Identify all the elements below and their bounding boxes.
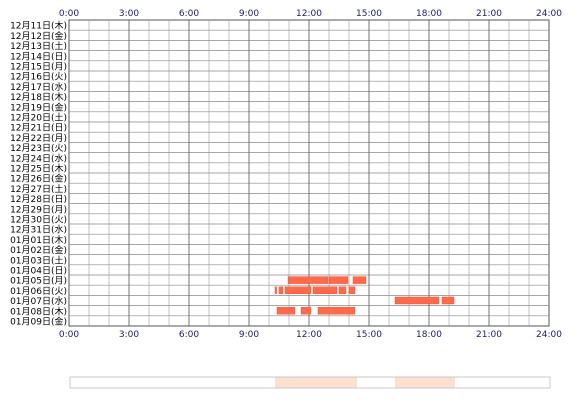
activity-bar <box>284 286 312 294</box>
x-tick-label-bottom: 0:00 <box>59 330 79 340</box>
activity-bar <box>274 286 277 294</box>
row-label: 12月31日(水) <box>10 224 67 236</box>
row-label: 01月05日(月) <box>10 276 67 287</box>
row-label: 12月19日(金) <box>10 101 67 113</box>
bottom-axis-ticks: 0:00 3:00 6:00 9:00 12:00 15:00 18:00 21:00 24:0… <box>59 330 562 340</box>
row-label: 12月21日(日) <box>10 123 67 134</box>
x-tick-label-bottom: 18:00 <box>416 330 442 340</box>
row-label: 01月03日(土) <box>10 254 67 266</box>
row-label: 12月30日(火) <box>10 215 67 226</box>
top-axis-ticks: 0:00 3:00 6:00 9:00 12:00 15:00 18:00 21:00 24:0… <box>59 9 562 19</box>
x-tick-label-top: 6:00 <box>179 9 199 19</box>
row-label: 01月02日(金) <box>10 244 67 256</box>
activity-bars <box>274 276 455 315</box>
row-label: 12月16日(火) <box>10 72 67 83</box>
summary-bar <box>275 377 357 388</box>
activity-bar <box>287 276 329 284</box>
row-label: 12月24日(水) <box>10 152 67 164</box>
row-label: 12月26日(金) <box>10 173 67 185</box>
row-label: 01月09日(金) <box>10 316 67 328</box>
x-tick-label-top: 18:00 <box>416 9 442 19</box>
row-label: 12月14日(日) <box>10 51 67 62</box>
x-tick-label-top: 24:00 <box>536 9 562 19</box>
x-tick-label-top: 3:00 <box>119 9 139 19</box>
activity-bar <box>441 296 455 305</box>
x-tick-label-bottom: 6:00 <box>179 330 199 340</box>
row-label: 12月22日(月) <box>10 133 67 144</box>
row-label: 01月04日(日) <box>10 266 67 277</box>
x-tick-label-top: 12:00 <box>296 9 322 19</box>
row-label: 12月13日(土) <box>10 40 67 52</box>
activity-bar <box>328 276 349 284</box>
row-label: 12月25日(木) <box>10 163 67 175</box>
x-tick-label-bottom: 24:00 <box>536 330 562 340</box>
row-label: 12月27日(土) <box>10 183 67 195</box>
row-label: 12月23日(火) <box>10 143 67 154</box>
x-tick-label-top: 15:00 <box>356 9 382 19</box>
x-tick-label-top: 21:00 <box>476 9 502 19</box>
x-tick-label-bottom: 21:00 <box>476 330 502 340</box>
row-label: 12月28日(日) <box>10 194 67 205</box>
activity-bar <box>300 307 312 315</box>
row-label: 01月07日(水) <box>10 295 67 307</box>
row-label: 12月20日(土) <box>10 112 67 124</box>
row-label: 01月01日(木) <box>10 234 67 246</box>
row-label: 12月15日(月) <box>10 62 67 73</box>
x-tick-label-top: 9:00 <box>239 9 259 19</box>
activity-bar <box>317 307 356 315</box>
summary-strip <box>69 376 551 389</box>
row-label: 01月06日(火) <box>10 286 67 297</box>
activity-bar <box>348 286 356 294</box>
x-tick-label-bottom: 12:00 <box>296 330 322 340</box>
x-tick-label-bottom: 15:00 <box>356 330 382 340</box>
activity-bar <box>352 276 367 284</box>
x-tick-label-bottom: 3:00 <box>119 330 139 340</box>
activity-bar <box>276 307 296 315</box>
row-label: 12月17日(水) <box>10 81 67 93</box>
row-labels: 12月11日(木)12月12日(金)12月13日(土)12月14日(日)12月1… <box>10 20 67 328</box>
row-label: 01月08日(木) <box>10 305 67 317</box>
activity-bar <box>394 296 440 305</box>
row-label: 12月11日(木) <box>10 20 67 32</box>
activity-bar <box>312 286 338 294</box>
activity-bar <box>278 286 284 294</box>
summary-bar <box>395 377 455 388</box>
row-label: 12月12日(金) <box>10 30 67 42</box>
x-tick-label-top: 0:00 <box>59 9 79 19</box>
row-label: 12月18日(木) <box>10 91 67 103</box>
activity-bar <box>338 286 347 294</box>
grid <box>68 19 550 327</box>
x-tick-label-bottom: 9:00 <box>239 330 259 340</box>
row-label: 12月29日(月) <box>10 204 67 215</box>
